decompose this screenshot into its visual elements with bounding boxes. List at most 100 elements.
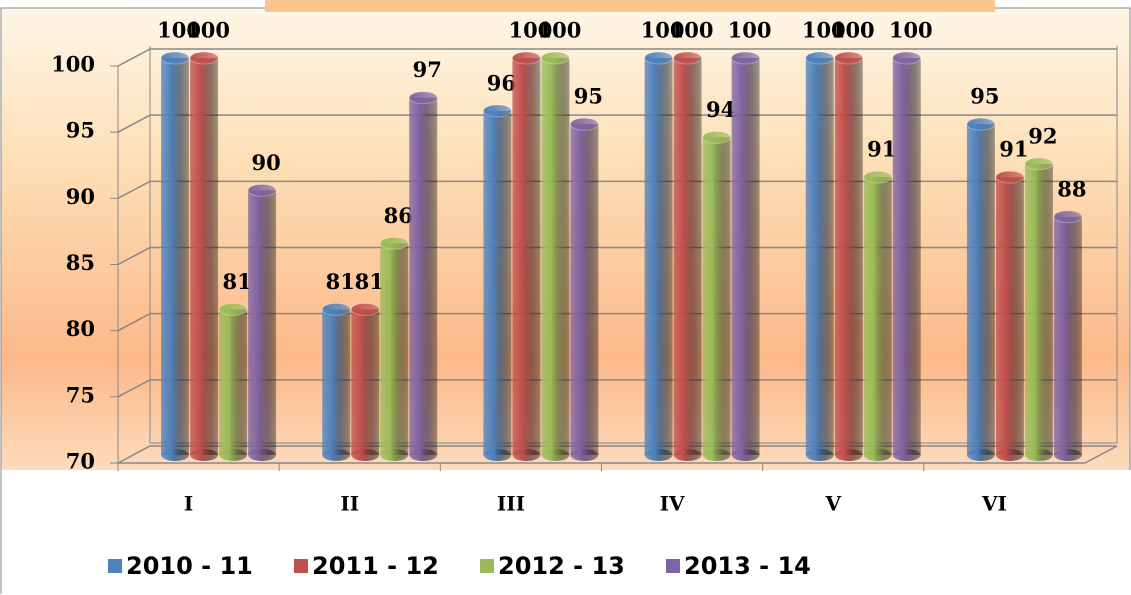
bar-top [569,117,599,131]
y-tick-label: 90 [66,184,95,209]
bar-base [1024,449,1053,461]
legend-swatch [480,559,494,573]
bar-base [644,449,673,461]
legend-swatch [294,559,308,573]
bar-top [218,302,248,316]
lower-panel [0,470,1131,595]
value-label: 97 [413,57,442,82]
value-label: 100 [537,18,581,43]
bar-base [512,449,541,461]
bar-body [512,58,541,455]
bar [995,170,1025,461]
y-tick-label: 100 [51,52,95,77]
bar [540,51,570,461]
grid-line [117,379,1117,398]
value-label: 94 [706,97,735,122]
value-label: 81 [326,269,355,294]
value-label: 91 [867,137,896,162]
bar [350,302,380,461]
legend-swatch [666,559,680,573]
grid-line [117,48,1117,67]
bar [408,91,438,461]
grid-line [117,246,1117,266]
bar [834,51,864,461]
bar [805,51,835,461]
bar-body [702,137,731,455]
bar-body [995,177,1024,455]
value-label: 90 [251,150,280,175]
y-tick-label: 80 [66,316,95,341]
legend-label: 2011 - 12 [312,552,439,580]
bar-body [351,309,380,455]
bar-body [731,58,760,455]
grid-line [117,114,1117,133]
bar-top [966,117,996,131]
bar-base [863,449,892,461]
bar-base [966,449,995,461]
bar-base [351,449,380,461]
legend-label: 2012 - 13 [498,552,625,580]
bar-body [644,58,673,455]
bar [892,51,922,461]
value-label: 88 [1057,176,1086,201]
back-wall [149,46,1118,444]
value-label: 100 [157,18,201,43]
bar-body [541,58,570,455]
bar-base [1053,449,1082,461]
y-tick-label: 95 [66,118,95,143]
bar [702,130,732,461]
bar [863,170,893,461]
bar-top [379,236,409,250]
bar [189,51,219,461]
bar-body [483,110,512,455]
value-label: 91 [999,137,1028,162]
value-label: 92 [1028,123,1057,148]
y-tick-label: 75 [66,382,95,407]
bar-top [321,302,351,316]
bar-top [644,51,674,65]
bar-top [892,51,922,65]
bar-top [1024,157,1054,171]
bar-base [190,449,219,461]
value-label: 100 [802,18,846,43]
bar-base [161,449,190,461]
value-label: 100 [186,18,230,43]
x-tick-label: III [497,492,525,516]
bar-top [540,51,570,65]
value-label: 100 [641,18,685,43]
bar-base [702,449,731,461]
bar-body [190,58,219,455]
bar-body [219,309,248,455]
bar-body [892,58,921,455]
legend-swatch [108,559,122,573]
value-label: 95 [970,84,999,109]
bar-base [673,449,702,461]
bar-base [892,449,921,461]
bar [379,236,409,461]
bar-body [805,58,834,455]
bar-base [409,449,438,461]
bar-body [322,309,351,455]
bar-top [189,51,219,65]
bar-base [731,449,760,461]
bar-base [805,449,834,461]
bar-body [673,58,702,455]
bar [511,51,541,461]
bar-top [482,104,512,118]
x-tick-label: V [824,492,841,516]
bar-base [995,449,1024,461]
bar [644,51,674,461]
bar [482,104,512,461]
value-label: 100 [670,18,714,43]
x-tick-label: II [340,492,359,516]
bar [1053,210,1083,461]
x-tick-label: I [184,492,193,516]
bar-body [966,124,995,456]
bar-base [322,449,351,461]
bar-top [408,91,438,105]
bar [731,51,761,461]
value-label: 95 [574,84,603,109]
bar-body [248,190,277,456]
bar [160,51,190,461]
